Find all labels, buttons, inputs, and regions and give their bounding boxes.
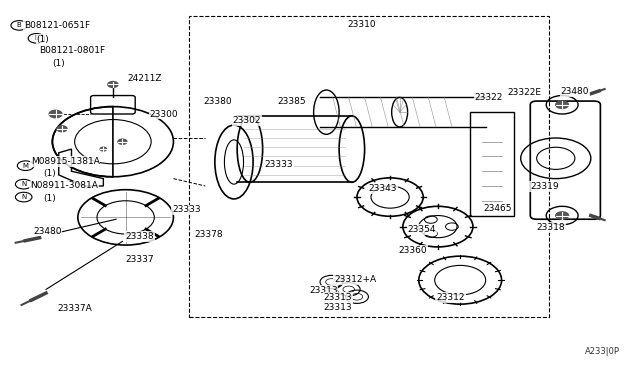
Text: A233|0P: A233|0P (584, 347, 620, 356)
Text: 23465: 23465 (483, 203, 511, 213)
Text: 23312: 23312 (436, 294, 465, 302)
Text: 23343: 23343 (368, 185, 397, 193)
Text: 23313: 23313 (324, 294, 352, 302)
Text: 23319: 23319 (530, 182, 559, 191)
Text: B: B (34, 35, 39, 41)
Text: 23480: 23480 (33, 227, 61, 235)
Text: B08121-0801F: B08121-0801F (39, 46, 105, 55)
Circle shape (556, 212, 568, 219)
Text: 23338: 23338 (125, 232, 154, 241)
Text: 23313: 23313 (309, 286, 337, 295)
Text: 23312+A: 23312+A (334, 275, 376, 284)
Text: 23322E: 23322E (507, 89, 541, 97)
Text: 23322: 23322 (475, 93, 503, 102)
Text: (1): (1) (52, 59, 65, 68)
Text: 23313: 23313 (324, 302, 352, 312)
Circle shape (118, 139, 127, 144)
Text: 23302: 23302 (232, 116, 261, 125)
Circle shape (57, 126, 67, 132)
Text: 23337A: 23337A (58, 304, 92, 313)
Circle shape (49, 110, 62, 118)
Text: B08121-0651F: B08121-0651F (24, 21, 90, 30)
Circle shape (100, 147, 106, 151)
Text: M: M (22, 163, 29, 169)
Text: N: N (21, 181, 26, 187)
Text: 23333: 23333 (172, 205, 200, 215)
Text: 23300: 23300 (150, 109, 178, 119)
Text: (1): (1) (43, 195, 56, 203)
Text: B: B (17, 22, 22, 28)
Text: 23333: 23333 (264, 160, 293, 169)
Text: (1): (1) (43, 169, 56, 177)
Text: 23318: 23318 (536, 223, 565, 232)
Circle shape (108, 81, 118, 87)
Text: 23310: 23310 (347, 20, 376, 29)
Circle shape (556, 101, 568, 109)
Text: 24211Z: 24211Z (127, 74, 162, 83)
Text: (1): (1) (36, 35, 49, 44)
Text: 23337: 23337 (125, 255, 154, 264)
Text: 23480: 23480 (561, 87, 589, 96)
Text: 23378: 23378 (194, 230, 223, 239)
Text: 23354: 23354 (408, 225, 436, 234)
Text: 23380: 23380 (204, 97, 232, 106)
Text: M08915-1381A: M08915-1381A (31, 157, 100, 166)
Text: 23360: 23360 (398, 246, 427, 255)
Text: 23385: 23385 (277, 97, 306, 106)
Text: N08911-3081A: N08911-3081A (30, 182, 98, 190)
Text: N: N (21, 194, 26, 200)
